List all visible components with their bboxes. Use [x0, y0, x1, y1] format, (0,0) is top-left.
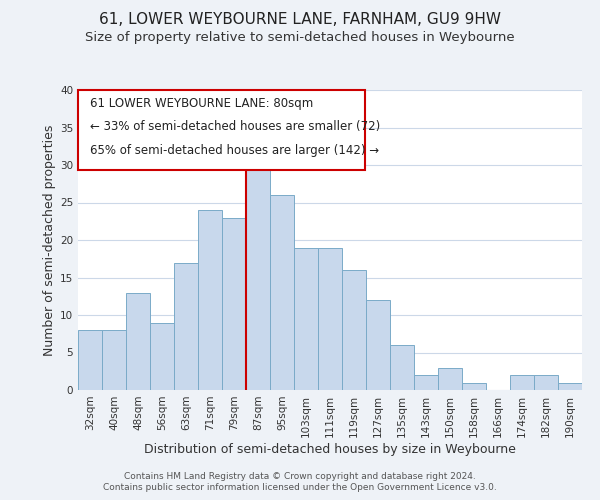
Bar — [174, 262, 198, 390]
Bar — [558, 382, 582, 390]
Bar — [222, 218, 246, 390]
Text: Size of property relative to semi-detached houses in Weybourne: Size of property relative to semi-detach… — [85, 31, 515, 44]
Bar — [270, 195, 294, 390]
Bar — [534, 375, 558, 390]
Bar — [438, 368, 462, 390]
Bar — [150, 322, 174, 390]
Bar — [462, 382, 486, 390]
Bar — [318, 248, 342, 390]
Bar — [246, 150, 270, 390]
Bar — [126, 292, 150, 390]
Bar — [78, 330, 102, 390]
Text: ← 33% of semi-detached houses are smaller (72): ← 33% of semi-detached houses are smalle… — [89, 120, 380, 134]
FancyBboxPatch shape — [78, 90, 365, 170]
Bar — [342, 270, 366, 390]
Text: Contains public sector information licensed under the Open Government Licence v3: Contains public sector information licen… — [103, 484, 497, 492]
Text: 61, LOWER WEYBOURNE LANE, FARNHAM, GU9 9HW: 61, LOWER WEYBOURNE LANE, FARNHAM, GU9 9… — [99, 12, 501, 28]
Text: Contains HM Land Registry data © Crown copyright and database right 2024.: Contains HM Land Registry data © Crown c… — [124, 472, 476, 481]
Y-axis label: Number of semi-detached properties: Number of semi-detached properties — [43, 124, 56, 356]
Bar — [198, 210, 222, 390]
Bar — [390, 345, 414, 390]
Bar — [102, 330, 126, 390]
Text: 65% of semi-detached houses are larger (142) →: 65% of semi-detached houses are larger (… — [89, 144, 379, 156]
Bar — [414, 375, 438, 390]
Bar — [510, 375, 534, 390]
Bar — [294, 248, 318, 390]
Bar — [366, 300, 390, 390]
X-axis label: Distribution of semi-detached houses by size in Weybourne: Distribution of semi-detached houses by … — [144, 442, 516, 456]
Text: 61 LOWER WEYBOURNE LANE: 80sqm: 61 LOWER WEYBOURNE LANE: 80sqm — [89, 97, 313, 110]
